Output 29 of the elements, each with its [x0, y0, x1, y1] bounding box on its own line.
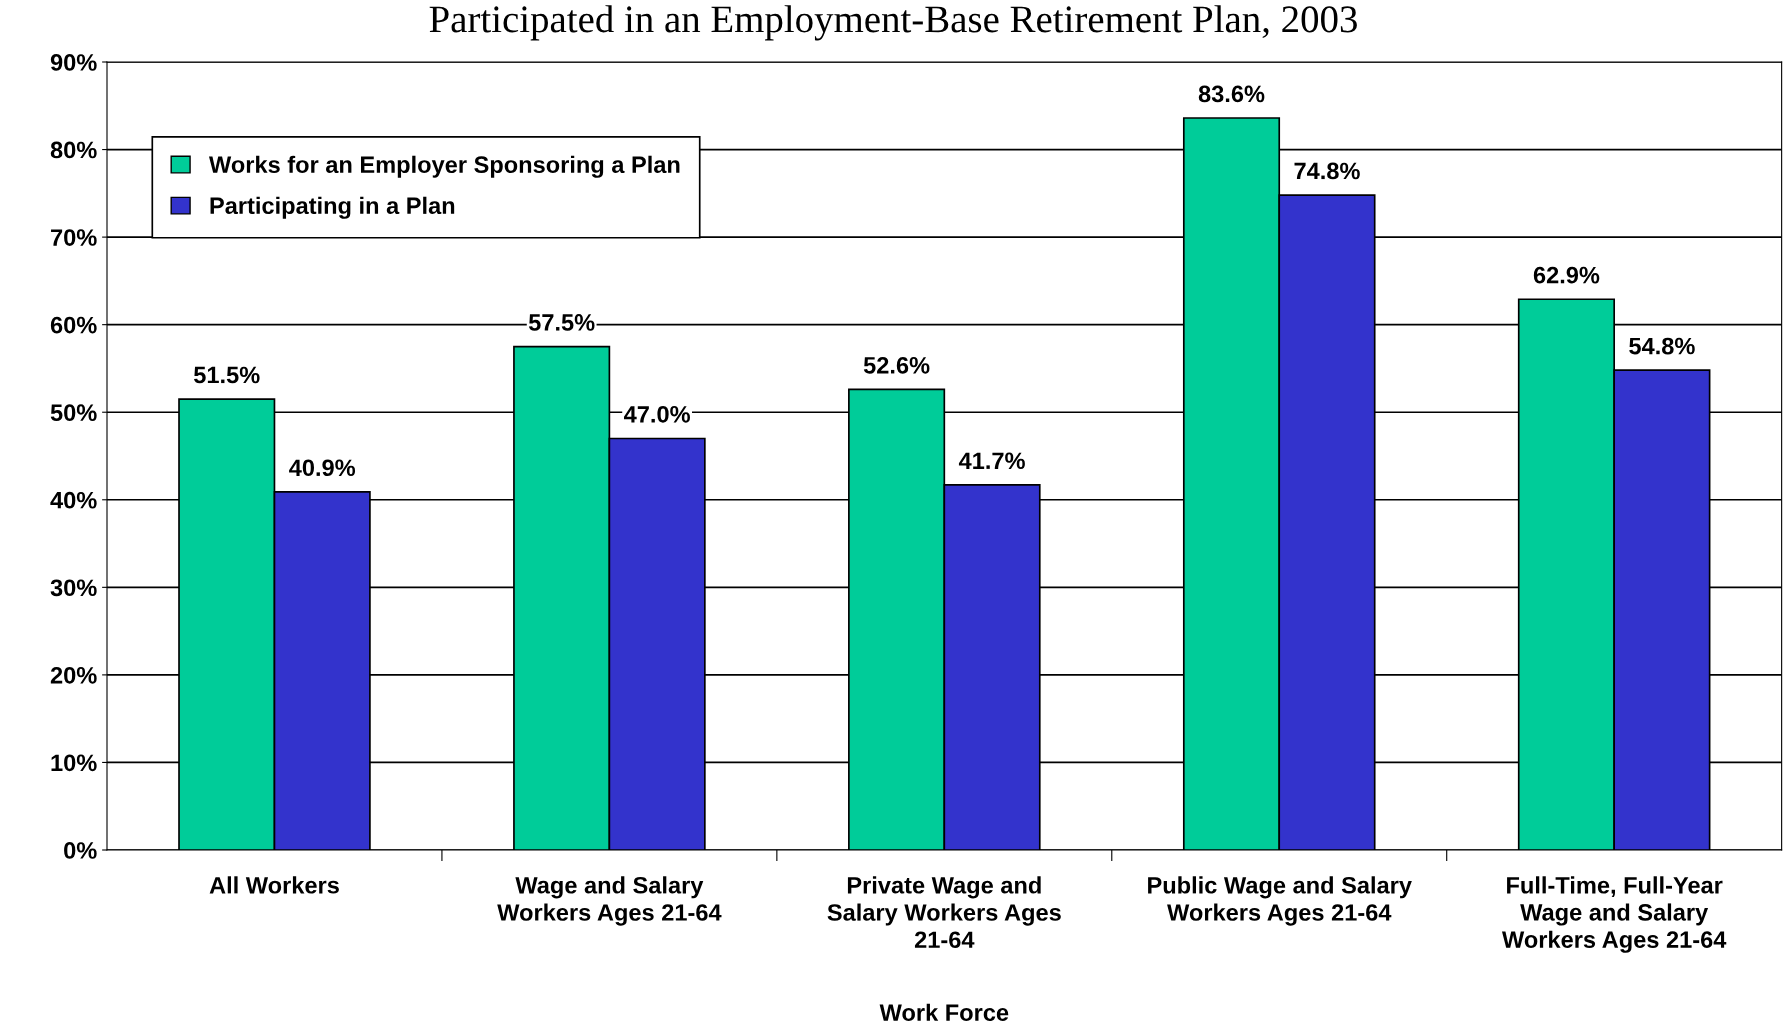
- y-tick-label: 20%: [50, 666, 97, 684]
- y-tick-label: 30%: [50, 579, 97, 597]
- y-tick-label: 60%: [50, 316, 97, 334]
- x-tick-label: All Workers: [209, 876, 339, 894]
- data-label: 51.5%: [193, 366, 260, 384]
- data-label: 74.8%: [1294, 162, 1360, 180]
- y-tick-label: 90%: [50, 54, 97, 71]
- data-label: 52.6%: [863, 356, 930, 374]
- y-tick-label: 10%: [51, 754, 97, 772]
- data-label: 54.8%: [1629, 337, 1695, 355]
- x-tick-label: Private Wage and Salary Workers Ages 21-64: [827, 876, 1061, 949]
- y-tick-label: 0%: [64, 842, 97, 859]
- x-tick-label: Full-Time, Full-Year Wage and Salary Workers Ages 21-64: [1501, 876, 1727, 953]
- data-label: 57.5%: [528, 314, 595, 331]
- x-axis-title: Work Force: [879, 1003, 1009, 1021]
- y-tick-label: 40%: [50, 491, 97, 509]
- chart-title: Participated in an Employment-Base Retirement Plan, 2003: [429, 5, 1357, 41]
- y-tick-label: 80%: [50, 141, 97, 159]
- y-tick-label: 50%: [50, 404, 97, 422]
- data-label: 47.0%: [624, 405, 690, 423]
- legend-label: Works for an Employer Sponsoring a Plan: [208, 155, 680, 178]
- data-label: 41.7%: [958, 452, 1025, 470]
- data-label: 40.9%: [289, 459, 356, 477]
- y-tick-label: 70%: [51, 229, 97, 246]
- data-label: 83.6%: [1198, 85, 1265, 103]
- x-tick-label: Wage and Salary Workers Ages 21-64: [497, 876, 722, 926]
- data-label: 62.9%: [1533, 266, 1600, 284]
- x-tick-label: Public Wage and Salary Workers Ages 21-64: [1148, 876, 1412, 926]
- legend-label: Participating in a Plan: [210, 196, 455, 219]
